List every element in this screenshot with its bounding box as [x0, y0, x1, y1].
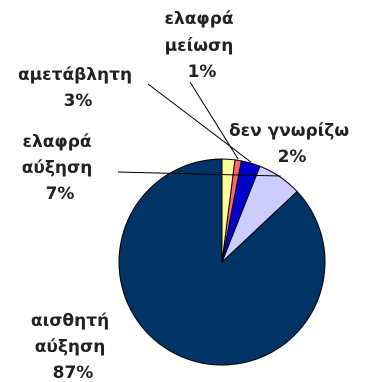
- leader-line: [117, 171, 281, 177]
- slice-label-aisthiti-auxisi: αισθητή αύξηση 87%: [31, 311, 115, 382]
- slice-value-label: 87%: [53, 363, 94, 382]
- slice-label-elafra-meiosi: ελαφρά μείωση 1%: [165, 9, 240, 82]
- slice-label-ametavliti: αμετάβλητη 3%: [18, 65, 138, 111]
- pie-slices: [118, 158, 326, 366]
- leader-line: [189, 81, 239, 160]
- slice-label-line: ελαφρά: [23, 132, 92, 152]
- slice-label-line: αύξηση: [22, 158, 93, 178]
- slice-value-label: 3%: [64, 91, 93, 111]
- slice-value-label: 1%: [188, 62, 217, 82]
- slice-label-line: αμετάβλητη: [18, 65, 132, 85]
- slice-label-den-gnorizo: δεν γνωρίζω 2%: [229, 121, 355, 167]
- slice-label-line: αύξηση: [35, 337, 106, 357]
- pie-slice: [221, 158, 236, 263]
- slice-label-line: αισθητή: [31, 311, 109, 331]
- slice-label-line: ελαφρά: [165, 9, 234, 29]
- slice-value-label: 7%: [46, 184, 75, 204]
- slice-label-line: δεν γνωρίζω: [229, 121, 349, 141]
- leader-line: [147, 83, 252, 163]
- slice-label-line: μείωση: [165, 36, 234, 56]
- slice-value-label: 2%: [278, 147, 307, 167]
- slice-label-elafra-auxisi: ελαφρά αύξηση 7%: [22, 132, 99, 204]
- leader-lines: [117, 81, 281, 177]
